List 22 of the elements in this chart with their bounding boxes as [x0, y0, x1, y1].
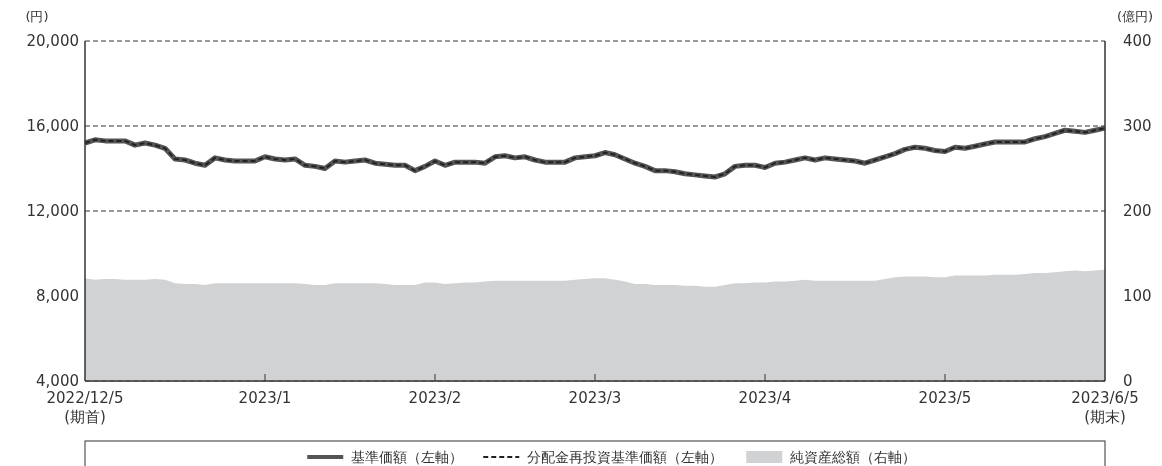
y-tick-label: 12,000	[26, 202, 79, 221]
x-tick-label: 2023/3	[568, 389, 622, 407]
legend-label: 純資産総額（右軸）	[790, 448, 917, 465]
y2-tick-label: 100	[1123, 287, 1152, 306]
x-tick-label: 2023/5	[918, 389, 972, 407]
y2-tick-label: 400	[1123, 32, 1152, 51]
y-tick-label: 4,000	[36, 372, 79, 391]
x-tick-label: 2023/4	[738, 389, 792, 407]
x-tick-label: 2023/6/5 (期末)	[1071, 389, 1139, 426]
x-tick-label: 2023/1	[238, 389, 292, 407]
legend-label: 基準価額（左軸）	[351, 448, 464, 465]
y2-axis-title: (億円)	[1116, 9, 1154, 24]
x-tick-label: 2022/12/5 (期首)	[46, 389, 124, 426]
y-tick-label: 20,000	[26, 32, 79, 51]
y-tick-label: 8,000	[36, 287, 79, 306]
y-tick-label: 16,000	[26, 117, 79, 136]
y2-tick-label: 300	[1123, 117, 1152, 136]
y-axis-title: (円)	[25, 9, 49, 24]
y2-tick-label: 200	[1123, 202, 1152, 221]
y2-tick-label: 0	[1123, 372, 1133, 391]
x-tick-label: 2023/2	[408, 389, 462, 407]
legend-label: 分配金再投資基準価額（左軸）	[527, 448, 724, 465]
